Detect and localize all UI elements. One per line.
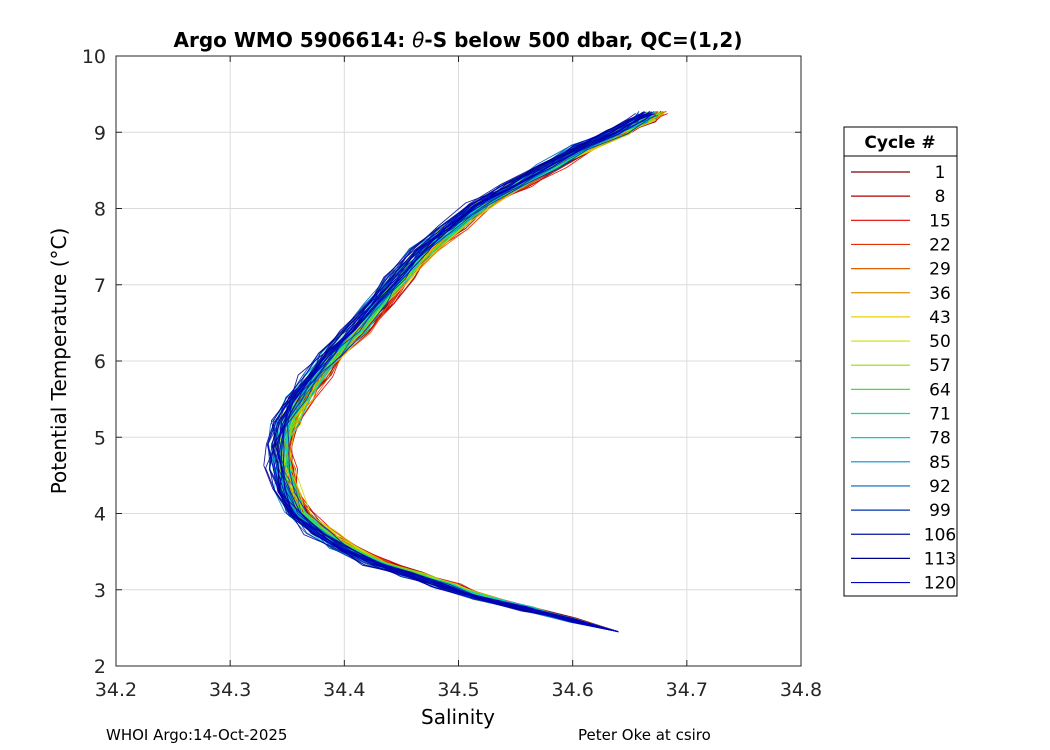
legend-label: 50 [929, 332, 951, 352]
y-tick-label: 3 [94, 580, 106, 602]
legend-label: 64 [929, 380, 951, 400]
legend-label: 71 [929, 405, 951, 425]
footer-credit: Peter Oke at csiro [578, 726, 711, 744]
legend: Cycle # 18152229364350576471788592991061… [843, 126, 958, 597]
x-tick-label: 34.4 [323, 679, 365, 701]
chart-title: Argo WMO 5906614: θ-S below 500 dbar, QC… [174, 28, 743, 52]
legend-box [843, 126, 958, 597]
y-tick-label: 6 [94, 351, 106, 373]
footer-date: WHOI Argo:14-Oct-2025 [106, 726, 288, 744]
legend-label: 1 [935, 163, 946, 183]
legend-label: 78 [929, 429, 951, 449]
legend-label: 99 [929, 501, 951, 521]
legend-label: 85 [929, 453, 951, 473]
legend-label: 92 [929, 477, 951, 497]
legend-label: 57 [929, 356, 951, 376]
y-tick-label: 8 [94, 199, 106, 221]
axes [115, 55, 802, 667]
x-tick-label: 34.7 [666, 679, 708, 701]
legend-title: Cycle # [864, 133, 935, 153]
series-layer [263, 110, 668, 633]
x-tick-label: 34.2 [95, 679, 137, 701]
legend-label: 8 [935, 187, 946, 207]
legend-label: 120 [924, 574, 956, 594]
legend-label: 36 [929, 284, 951, 304]
y-axis-label: Potential Temperature (°C) [47, 228, 71, 495]
y-tick-label: 4 [94, 504, 106, 526]
y-tick-label: 9 [94, 122, 106, 144]
x-axis-label: Salinity [421, 705, 495, 729]
legend-label: 22 [929, 235, 951, 255]
y-tick-label: 10 [82, 46, 106, 68]
legend-label: 43 [929, 308, 951, 328]
x-tick-label: 34.8 [780, 679, 822, 701]
tick-labels: 34.2 34.3 34.4 34.5 34.6 34.7 34.8 2 3 4 5 6 7 8 9 10 [82, 46, 822, 701]
legend-entries: 1 8 15 22 29 36 43 50 57 64 71 78 85 92 99 106 113 120 [851, 163, 956, 594]
legend-label: 106 [924, 525, 956, 545]
profile-line [281, 114, 653, 633]
y-tick-label: 7 [94, 275, 106, 297]
x-tick-label: 34.5 [437, 679, 479, 701]
profile-line [286, 114, 657, 633]
x-tick-label: 34.3 [209, 679, 251, 701]
profile-line [267, 113, 643, 633]
legend-label: 15 [929, 211, 951, 231]
y-tick-label: 5 [94, 427, 106, 449]
legend-label: 29 [929, 260, 951, 280]
y-tick-label: 2 [94, 656, 106, 678]
legend-label: 113 [924, 549, 956, 569]
x-tick-label: 34.6 [552, 679, 594, 701]
